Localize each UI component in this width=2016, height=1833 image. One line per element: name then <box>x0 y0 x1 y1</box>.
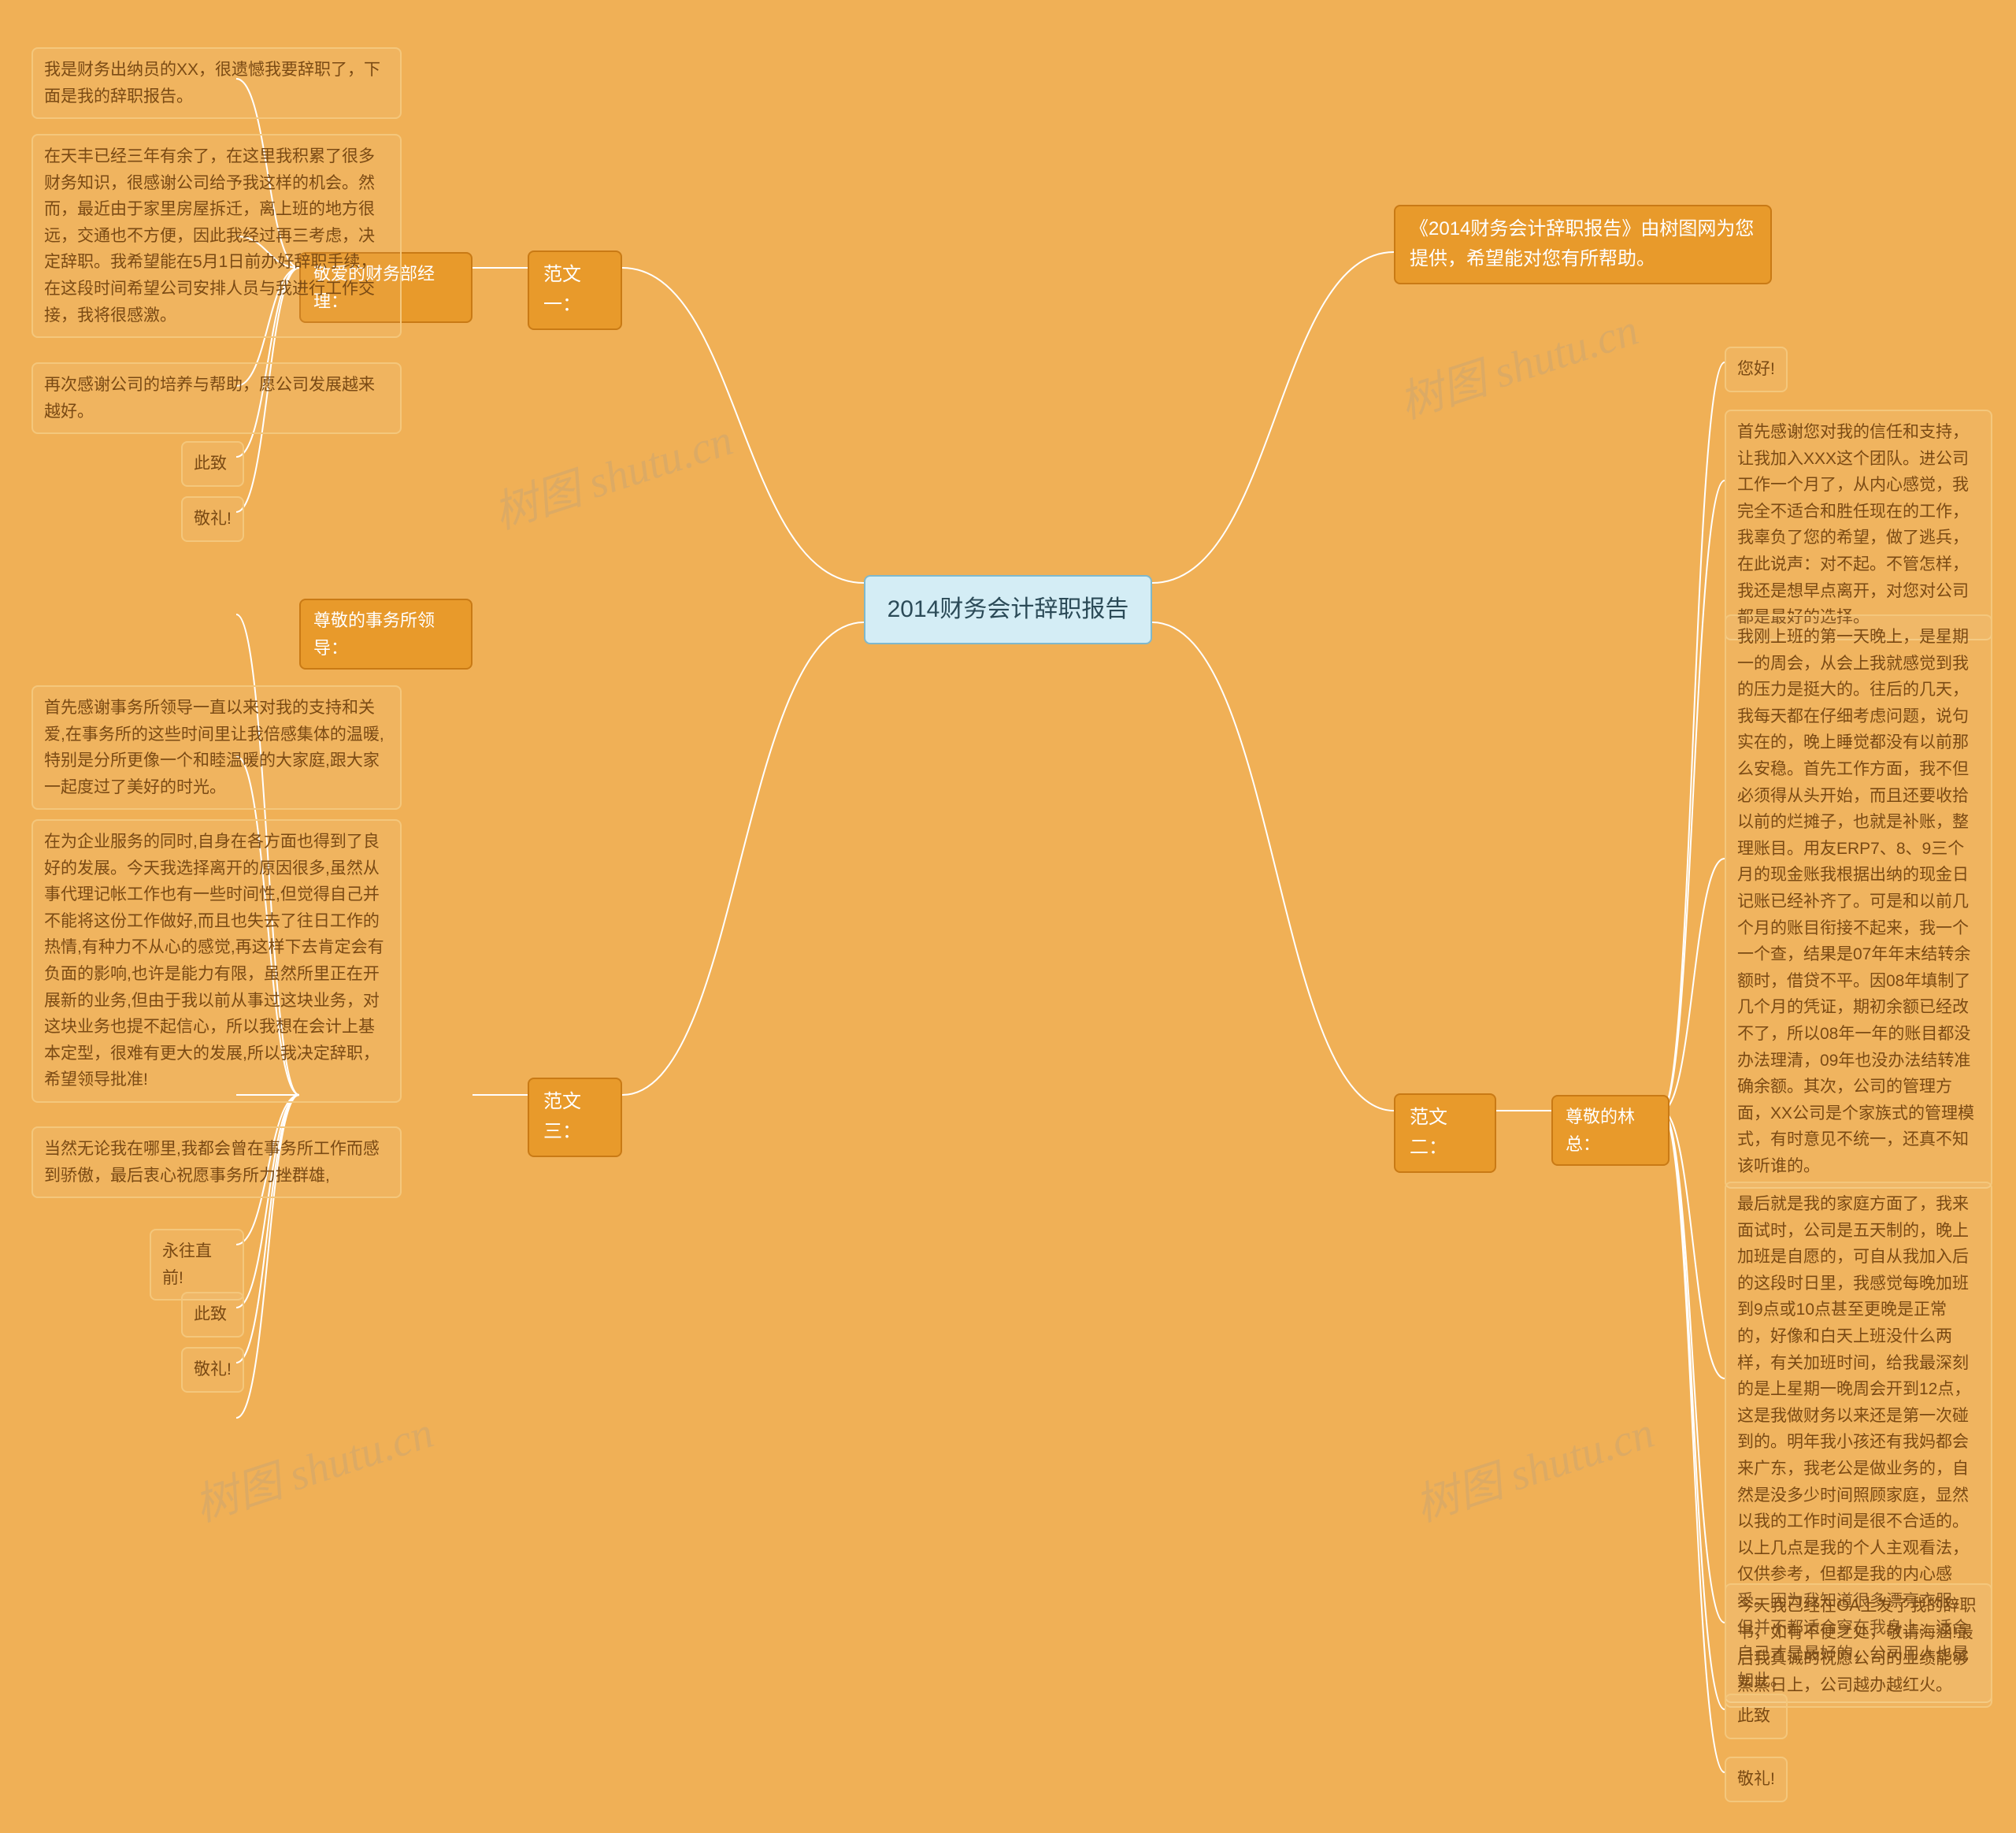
fanwen3-sub-node[interactable]: 尊敬的事务所领导： <box>299 599 472 670</box>
fanwen1-leaf-4: 敬礼! <box>181 496 244 542</box>
fanwen1-leaf-1: 在天丰已经三年有余了，在这里我积累了很多财务知识，很感谢公司给予我这样的机会。然… <box>32 134 402 338</box>
fanwen3-leaf-1: 在为企业服务的同时,自身在各方面也得到了良好的发展。今天我选择离开的原因很多,虽… <box>32 819 402 1103</box>
fanwen2-sub-node[interactable]: 尊敬的林总： <box>1551 1095 1670 1166</box>
fanwen3-leaf-3: 永往直前! <box>150 1229 244 1301</box>
intro-node[interactable]: 《2014财务会计辞职报告》由树图网为您提供，希望能对您有所帮助。 <box>1394 205 1772 284</box>
fanwen3-leaf-2: 当然无论我在哪里,我都会曾在事务所工作而感到骄傲，最后衷心祝愿事务所力挫群雄, <box>32 1126 402 1198</box>
fanwen2-leaf-4: 今天我已经在OA上发了我的辞职书，如有不便之处，敬请海涵!最后我真诚的祝愿公司的… <box>1725 1583 1992 1708</box>
fanwen2-leaf-2: 我刚上班的第一天晚上，是星期一的周会，从会上我就感觉到我的压力是挺大的。往后的几… <box>1725 614 1992 1189</box>
watermark: 树图 shutu.cn <box>484 404 739 541</box>
fanwen1-node[interactable]: 范文一： <box>528 250 622 330</box>
watermark: 树图 shutu.cn <box>185 1397 440 1534</box>
fanwen2-leaf-5: 此致 <box>1725 1694 1788 1739</box>
watermark: 树图 shutu.cn <box>1406 1397 1661 1534</box>
watermark: 树图 shutu.cn <box>1390 294 1645 431</box>
fanwen2-leaf-1: 首先感谢您对我的信任和支持，让我加入XXX这个团队。进公司工作一个月了，从内心感… <box>1725 410 1992 640</box>
fanwen3-node[interactable]: 范文三： <box>528 1078 622 1157</box>
fanwen2-leaf-6: 敬礼! <box>1725 1757 1788 1802</box>
fanwen1-leaf-0: 我是财务出纳员的XX，很遗憾我要辞职了，下面是我的辞职报告。 <box>32 47 402 119</box>
fanwen3-leaf-4: 此致 <box>181 1292 244 1338</box>
fanwen2-leaf-0: 您好! <box>1725 347 1788 392</box>
fanwen2-node[interactable]: 范文二： <box>1394 1093 1496 1173</box>
fanwen1-leaf-3: 此致 <box>181 441 244 487</box>
fanwen3-leaf-5: 敬礼! <box>181 1347 244 1393</box>
center-node[interactable]: 2014财务会计辞职报告 <box>864 575 1152 644</box>
fanwen3-leaf-0: 首先感谢事务所领导一直以来对我的支持和关爱,在事务所的这些时间里让我倍感集体的温… <box>32 685 402 810</box>
fanwen1-leaf-2: 再次感谢公司的培养与帮助，愿公司发展越来越好。 <box>32 362 402 434</box>
